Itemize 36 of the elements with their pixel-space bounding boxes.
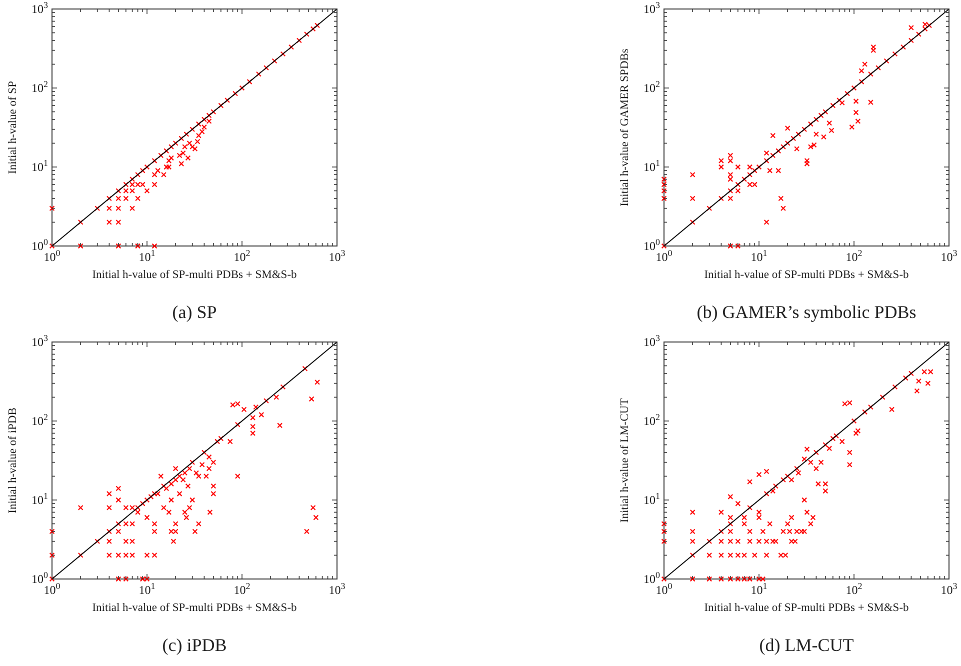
x-tick-label: 10$^{1}$ <box>750 248 768 264</box>
x-axis-title: Initial h-value of SP-multi PDBs + SM&S-b <box>92 602 298 614</box>
text: (c) iPDB <box>162 635 227 655</box>
x-tick-label: 10$^{3}$ <box>940 248 958 264</box>
x-tick-label: 10$^{3}$ <box>940 581 958 597</box>
y-tick-label: 10$^{3}$ <box>644 333 660 349</box>
y-tick-label: 10$^{1}$ <box>644 158 660 174</box>
x-tick-label: 10$^{3}$ <box>328 581 346 597</box>
x-axis-title: Initial h-value of SP-multi PDBs + SM&S-b <box>704 269 910 281</box>
y-tick-label: 10$^{1}$ <box>644 491 660 507</box>
x-tick-label: 10$^{1}$ <box>750 581 768 597</box>
x-tick-label: 10$^{2}$ <box>846 581 862 597</box>
x-tick-label: 10$^{2}$ <box>234 248 250 264</box>
text: (b) GAMER’s symbolic PDBs <box>696 302 916 322</box>
y-tick-label: 10$^{1}$ <box>32 491 48 507</box>
x-axis-title: Initial h-value of SP-multi PDBs + SM&S-b <box>92 269 298 281</box>
x-tick-label: 10$^{2}$ <box>234 581 250 597</box>
y-axis-title: Initial h-value of SP <box>7 81 19 174</box>
x-tick-label: 10$^{1}$ <box>138 248 156 264</box>
y-tick-label: 10$^{2}$ <box>644 79 660 95</box>
y-tick-label: 10$^{3}$ <box>32 0 48 16</box>
x-tick-label: 10$^{1}$ <box>138 581 156 597</box>
y-tick-label: 10$^{3}$ <box>32 333 48 349</box>
y-axis-title: Initial h-value of iPDB <box>7 407 19 514</box>
y-tick-label: 10$^{2}$ <box>32 412 48 428</box>
y-axis-title: Initial h-value of GAMER SPDBs <box>619 48 631 206</box>
y-tick-label: 10$^{2}$ <box>644 412 660 428</box>
x-axis-title: Initial h-value of SP-multi PDBs + SM&S-b <box>704 602 910 614</box>
x-tick-label: 10$^{2}$ <box>846 248 862 264</box>
y-tick-label: 10$^{1}$ <box>32 158 48 174</box>
y-tick-label: 10$^{2}$ <box>32 79 48 95</box>
y-tick-label: 10$^{3}$ <box>644 0 660 16</box>
x-tick-label: 10$^{3}$ <box>328 248 346 264</box>
text: (d) LM-CUT <box>759 635 854 655</box>
y-axis-title: Initial h-value of LM-CUT <box>619 398 631 523</box>
text: (a) SP <box>172 302 217 322</box>
